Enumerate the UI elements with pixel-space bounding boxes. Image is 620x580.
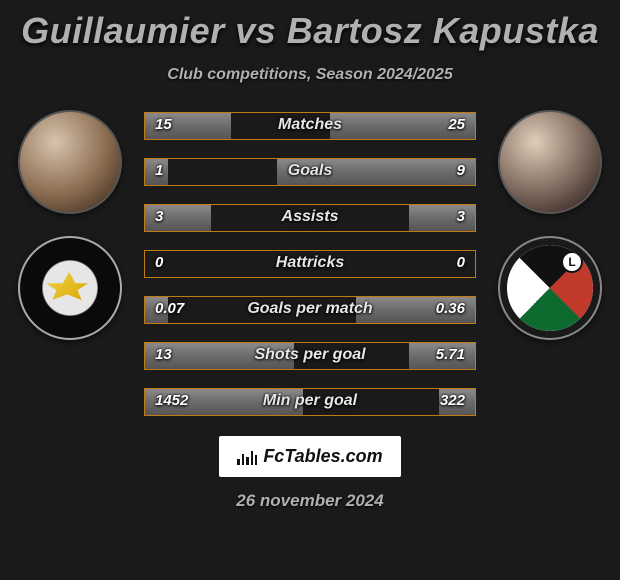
bar-chart-icon xyxy=(237,449,257,465)
content-row: 15 25 Matches 1 9 Goals 3 3 Assists 0 0 Hattricks 0.… xyxy=(10,108,610,416)
stat-value-right: 0.36 xyxy=(436,300,465,317)
stat-value-right: 3 xyxy=(457,208,465,225)
page-subtitle: Club competitions, Season 2024/2025 xyxy=(10,66,610,84)
footer-date: 26 november 2024 xyxy=(236,491,383,511)
stat-row: 1 9 Goals xyxy=(144,158,476,186)
stat-row: 13 5.71 Shots per goal xyxy=(144,342,476,370)
stat-label: Assists xyxy=(282,208,339,226)
stat-value-left: 15 xyxy=(155,116,172,133)
comparison-card: Guillaumier vs Bartosz Kapustka Club com… xyxy=(0,0,620,580)
stat-label: Shots per goal xyxy=(254,346,365,364)
stat-label: Goals xyxy=(288,162,332,180)
left-column xyxy=(10,108,130,340)
stat-label: Hattricks xyxy=(276,254,344,272)
stat-value-left: 0 xyxy=(155,254,163,271)
club-right-letter: L xyxy=(561,251,583,273)
stat-row: 15 25 Matches xyxy=(144,112,476,140)
footer: FcTables.com 26 november 2024 xyxy=(10,436,610,511)
club-right-badge-inner: L xyxy=(507,245,593,331)
club-right-badge: L xyxy=(498,236,602,340)
stat-value-left: 1452 xyxy=(155,392,188,409)
site-logo: FcTables.com xyxy=(219,436,400,477)
stat-row: 0 0 Hattricks xyxy=(144,250,476,278)
stat-label: Goals per match xyxy=(247,300,372,318)
stat-row: 0.07 0.36 Goals per match xyxy=(144,296,476,324)
stat-value-left: 3 xyxy=(155,208,163,225)
stat-value-right: 322 xyxy=(440,392,465,409)
stats-bars: 15 25 Matches 1 9 Goals 3 3 Assists 0 0 Hattricks 0.… xyxy=(130,108,490,416)
stat-value-left: 1 xyxy=(155,162,163,179)
stat-value-right: 5.71 xyxy=(436,346,465,363)
right-column: L xyxy=(490,108,610,340)
player-right-avatar xyxy=(498,110,602,214)
stat-value-left: 0.07 xyxy=(155,300,184,317)
stat-value-right: 25 xyxy=(448,116,465,133)
club-left-badge xyxy=(18,236,122,340)
bar-fill-right xyxy=(409,205,475,231)
stat-label: Min per goal xyxy=(263,392,357,410)
page-title: Guillaumier vs Bartosz Kapustka xyxy=(10,10,610,52)
stat-label: Matches xyxy=(278,116,342,134)
stat-value-left: 13 xyxy=(155,346,172,363)
stat-value-right: 0 xyxy=(457,254,465,271)
site-name: FcTables.com xyxy=(263,446,382,467)
stat-value-right: 9 xyxy=(457,162,465,179)
stat-row: 1452 322 Min per goal xyxy=(144,388,476,416)
player-left-avatar xyxy=(18,110,122,214)
stat-row: 3 3 Assists xyxy=(144,204,476,232)
